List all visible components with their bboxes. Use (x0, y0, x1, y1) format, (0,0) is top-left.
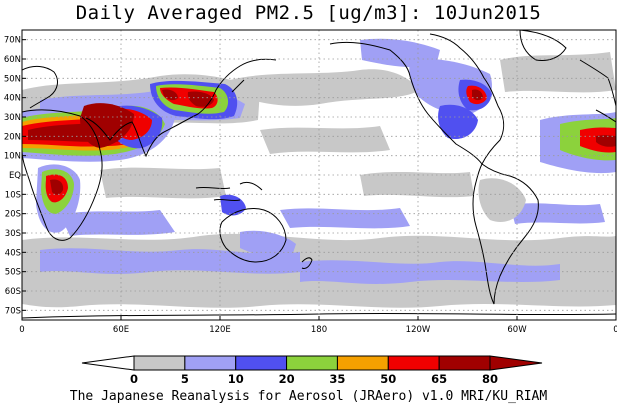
lat-tick-label: 60N (4, 55, 21, 65)
east-asia-core (187, 91, 214, 107)
coastline-greenland (519, 30, 567, 61)
southern-ocean-blue (40, 248, 300, 274)
central-pacific-haze (260, 126, 390, 154)
north-america-core (472, 89, 483, 101)
coastline-east-asia (163, 58, 277, 133)
colorbar: 0 5 10 20 35 50 65 80 (81, 355, 543, 386)
coastline-japan (231, 79, 245, 93)
graticule (21, 30, 617, 320)
colorbar-level-label: 20 (279, 372, 295, 386)
eastern-us-blue (438, 104, 478, 140)
lon-tick-label: 0 (19, 325, 24, 335)
lat-tick-label: 10S (5, 190, 21, 200)
lat-tick-label: 70N (4, 36, 21, 46)
southern-ocean-blue-2 (300, 260, 560, 284)
africa-fire-core (50, 179, 64, 195)
lon-tick-label: 120W (406, 325, 431, 335)
lat-tick-label: 20N (4, 132, 21, 142)
south-asia-core (80, 103, 134, 148)
indian-ocean-haze (100, 167, 226, 199)
north-atlantic-haze (500, 52, 616, 93)
coastline-indonesia (195, 181, 263, 202)
lon-tick-label: 60W (507, 325, 527, 335)
lat-tick-label: 50N (4, 74, 21, 84)
north-pacific-haze (230, 69, 420, 106)
lat-tick-label: 10N (4, 152, 21, 162)
australia-blue (240, 230, 296, 258)
alaska-haze (360, 38, 440, 68)
lat-tick-label: 30S (5, 229, 21, 239)
coastline-europe (22, 65, 58, 109)
lat-tick-label: 40S (5, 248, 21, 258)
lat-tick-label: 70S (5, 306, 21, 316)
lon-tick-label: 180 (311, 325, 327, 335)
lat-tick-label: 30N (4, 113, 21, 123)
colorbar-level-label: 35 (329, 372, 345, 386)
coastline-new-zealand (301, 257, 313, 269)
lat-tick-label: 60S (5, 287, 21, 297)
colorbar-swatch (235, 355, 288, 371)
colorbar-level-label: 10 (228, 372, 244, 386)
colorbar-swatch (336, 355, 389, 371)
south-indian-blue (60, 210, 175, 236)
coastline-africa-east (595, 109, 616, 123)
colorbar-swatch (438, 355, 491, 371)
lat-tick-label: 50S (5, 268, 21, 278)
map-title: Daily Averaged PM2.5 [ug/m3]: 10Jun2015 (75, 2, 542, 24)
south-pacific-blue (280, 208, 410, 229)
coastline-antarctica (22, 312, 616, 319)
colorbar-swatch (184, 355, 237, 371)
coastline-australia (219, 208, 287, 263)
lat-tick-label: 20S (5, 210, 21, 220)
longitude-labels: 0 60E 120E 180 120W 60W 0 (19, 316, 617, 335)
colorbar-level-label: 80 (482, 372, 498, 386)
colorbar-level-label: 5 (181, 372, 189, 386)
colorbar-swatch (387, 355, 440, 371)
colorbar-low-arrow (81, 355, 135, 371)
lon-tick-label: 0 (613, 325, 617, 335)
lon-tick-label: 60E (113, 325, 129, 335)
colorbar-level-label: 65 (431, 372, 447, 386)
south-america-haze (478, 178, 526, 222)
atlantic-plume-core (596, 135, 616, 147)
colorbar-level-label: 0 (130, 372, 138, 386)
credit-line: The Japanese Reanalysis for Aerosol (JRA… (69, 389, 548, 404)
east-pacific-haze (360, 172, 474, 198)
lat-tick-label: 40N (4, 94, 21, 104)
latitude-labels: 70N 60N 50N 40N 30N 20N 10N EQ 10S 20S 30S 40S 50S 60… (4, 36, 26, 316)
colorbar-high-arrow (489, 355, 543, 371)
lon-tick-label: 120E (209, 325, 231, 335)
lat-tick-label: EQ (9, 171, 21, 181)
colorbar-level-label: 50 (380, 372, 396, 386)
colorbar-swatch (133, 355, 186, 371)
coastline-africa (22, 109, 103, 241)
colorbar-swatch (286, 355, 338, 371)
coastline-south-asia (85, 117, 165, 158)
